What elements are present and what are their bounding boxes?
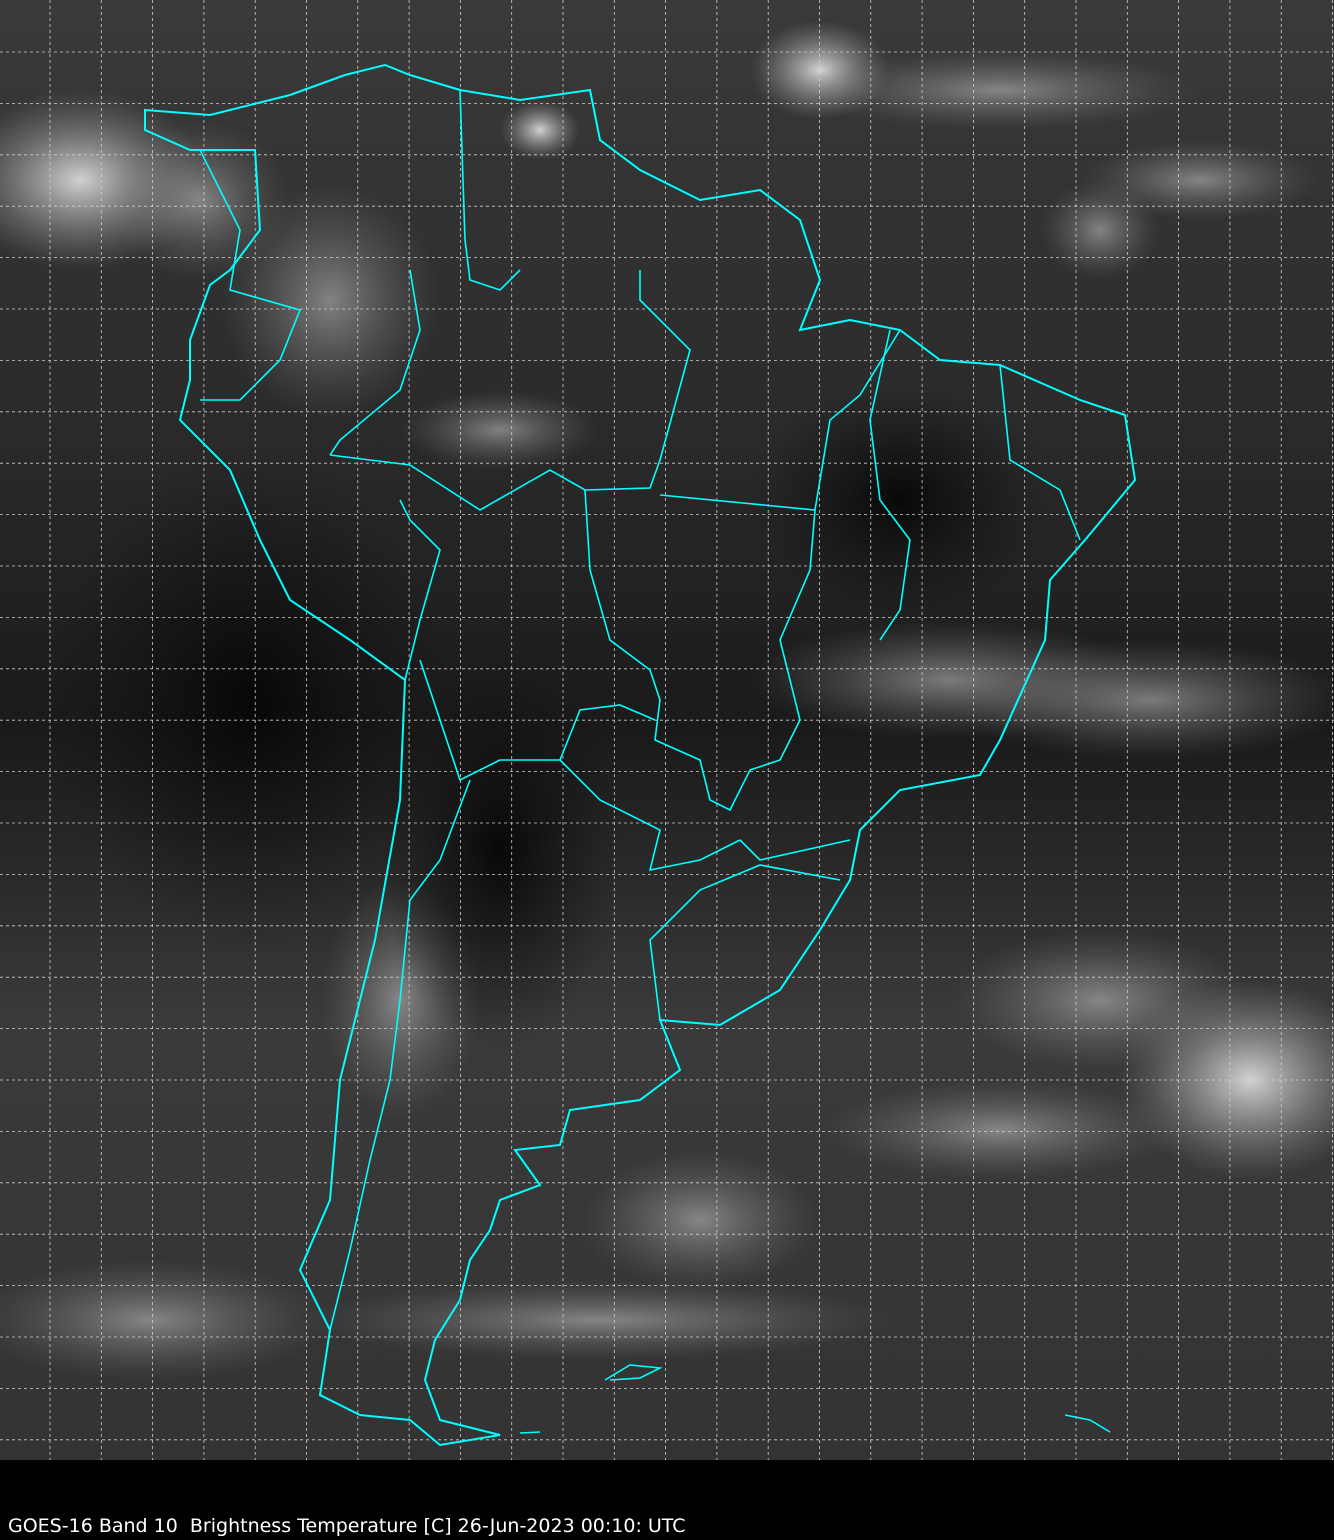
cloud-layer xyxy=(0,20,1334,1380)
cloud xyxy=(400,390,600,470)
coastline xyxy=(144,63,1137,1447)
cloud xyxy=(300,1280,900,1360)
border-line xyxy=(999,364,1081,541)
cloud xyxy=(0,1260,330,1380)
border-line xyxy=(329,779,471,1331)
island-outline xyxy=(604,1364,663,1381)
cloud xyxy=(950,930,1250,1070)
cloud xyxy=(820,1080,1180,1180)
cloud xyxy=(220,180,440,420)
border-line xyxy=(739,839,851,861)
border-line xyxy=(329,270,691,511)
cloud xyxy=(500,100,580,160)
border-line xyxy=(199,149,302,401)
cloud xyxy=(580,1150,820,1290)
cloud xyxy=(950,640,1334,760)
border-line xyxy=(649,864,841,1021)
border-line xyxy=(659,329,901,511)
lat-lon-grid xyxy=(0,0,1334,1460)
border-line xyxy=(459,89,521,291)
border-line xyxy=(399,499,441,681)
border-line xyxy=(419,659,741,872)
cloud xyxy=(1040,180,1160,280)
border-line xyxy=(869,329,911,641)
cloud xyxy=(800,50,1200,130)
image-caption: GOES-16 Band 10 Brightness Temperature [… xyxy=(8,1515,686,1537)
satellite-map xyxy=(0,0,1334,1460)
clear-sky xyxy=(750,380,1050,620)
island-outline xyxy=(519,1431,541,1434)
country-borders xyxy=(144,63,1137,1447)
clear-sky xyxy=(380,650,620,1050)
clear-sky xyxy=(50,450,450,950)
border-line xyxy=(329,269,421,456)
border-line xyxy=(584,489,816,812)
island-outline xyxy=(1064,1414,1111,1433)
border-line xyxy=(559,704,656,761)
